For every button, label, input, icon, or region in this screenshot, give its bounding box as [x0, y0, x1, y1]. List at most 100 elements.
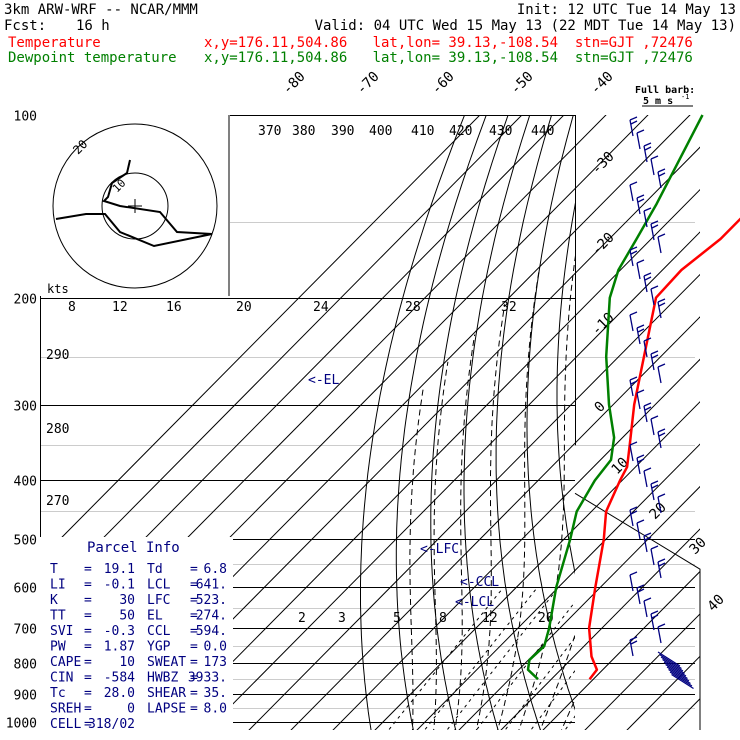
wind-barb	[636, 324, 645, 345]
parcel-value: 35.	[204, 686, 227, 701]
parcel-value: 1.87	[104, 640, 135, 655]
wind-barb	[629, 116, 638, 137]
mixing-ratio-label: 5	[393, 611, 401, 626]
isotherm-line	[668, 698, 700, 730]
dewpoint-legend: Dewpoint temperature	[8, 50, 177, 66]
parcel-key: LI	[50, 578, 66, 593]
moist-adiabat-line	[518, 255, 575, 730]
isotherm-line	[500, 528, 700, 730]
level-marker-ccl: <-CCL	[460, 575, 499, 590]
moist-adiabat-line	[454, 334, 476, 730]
dry-adiabat-line	[430, 115, 509, 730]
dry-adiabat-line	[586, 115, 670, 735]
wind-barb	[668, 668, 691, 685]
moist-adiabat-line	[560, 698, 575, 730]
parcel-value: 28.0	[104, 686, 135, 701]
dry-adiabat-label: 270	[46, 494, 69, 509]
moist-adiabat-line	[601, 115, 740, 735]
fcst-value: 16 h	[76, 18, 110, 34]
isotherm-line	[248, 273, 700, 730]
parcel-key: HWBZ	[147, 671, 178, 686]
speed-tick-label: 12	[112, 300, 128, 315]
theta-tick-label: 380	[292, 124, 315, 139]
pressure-tick-label: 900	[14, 689, 37, 704]
dry-adiabat-line	[495, 115, 553, 730]
parcel-eq: =	[190, 640, 198, 655]
kts-label: kts	[47, 282, 69, 296]
parcel-row: K = 30 LFC =523.	[50, 593, 227, 608]
parcel-eq: =	[190, 609, 198, 624]
isotherm-line	[164, 188, 700, 730]
wind-barb	[650, 545, 659, 566]
parcel-value: 274.	[196, 609, 227, 624]
pressure-tick-label: 1000	[6, 717, 37, 732]
parcel-eq: =	[84, 655, 92, 670]
dry-adiabat-line	[463, 115, 531, 730]
isotherm-tick-label: -20	[589, 230, 618, 259]
wind-barb	[669, 671, 693, 687]
parcel-key: K	[50, 593, 58, 608]
mixing-ratio-label: 12	[482, 611, 498, 626]
parcel-eq: =	[190, 671, 198, 686]
speed-tick-label: 24	[313, 300, 329, 315]
parcel-key: SHEAR	[147, 686, 186, 701]
hodograph-inset: 20 10 kts	[40, 115, 230, 296]
pressure-tick-label: 400	[14, 475, 37, 490]
parcel-eq: =	[190, 655, 198, 670]
parcel-row: CAPE = 10 SWEAT = 173	[50, 655, 227, 670]
dewpoint-profile	[526, 114, 704, 681]
dry-adiabat-line	[641, 115, 740, 735]
parcel-key: CIN	[50, 671, 73, 686]
dry-adiabat-line	[395, 115, 487, 730]
parcel-value: -0.1	[104, 578, 135, 593]
parcel-eq: =	[190, 702, 198, 717]
speed-tick-label: 28	[405, 300, 421, 315]
dewpoint-location: x,y=176.11,504.86 lat,lon= 39.13,-108.54…	[204, 50, 693, 66]
isotherm-line	[374, 401, 700, 730]
level-marker-lfc: <-LFC	[420, 542, 459, 557]
dry-adiabat-line	[668, 115, 740, 735]
parcel-key: CAPE	[50, 655, 81, 670]
parcel-key: Tc	[50, 686, 66, 701]
wind-barb	[636, 129, 645, 150]
wind-barb	[636, 519, 645, 540]
dry-adiabat-line	[556, 202, 575, 575]
parcel-value: 594.	[196, 624, 227, 639]
temperature-profile	[587, 217, 740, 680]
parcel-eq: =	[84, 593, 92, 608]
parcel-eq: =	[190, 562, 198, 577]
isotherm-tick-label: -70	[354, 69, 383, 98]
parcel-row: PW = 1.87 YGP = 0.0	[50, 640, 227, 655]
model-title: 3km ARW-WRF -- NCAR/MMM	[4, 2, 198, 18]
moist-adiabat-line	[497, 269, 540, 730]
barb-key-title: Full barb:	[635, 85, 695, 96]
parcel-key: CCL	[147, 624, 171, 639]
mixing-ratio-line	[504, 636, 575, 730]
wind-barb	[643, 467, 652, 488]
parcel-key: SVI	[50, 624, 73, 639]
temperature-legend: Temperature	[8, 35, 101, 51]
wind-barb	[657, 363, 666, 384]
wind-barb	[650, 610, 659, 631]
wind-barb	[657, 651, 681, 667]
temperature-location: x,y=176.11,504.86 lat,lon= 39.13,-108.54…	[204, 35, 693, 51]
hodograph-trace	[55, 159, 213, 248]
barb-key-exp: -1	[681, 93, 689, 101]
fcst-label: Fcst:	[4, 18, 47, 34]
wind-barb	[643, 337, 652, 358]
wind-barb	[659, 653, 682, 670]
parcel-eq: =	[84, 624, 92, 639]
pressure-tick-label: 100	[14, 110, 37, 125]
parcel-value: 173	[204, 655, 227, 670]
parcel-row: LI = -0.1 LCL =641.	[50, 578, 227, 593]
parcel-key: LAPSE	[147, 702, 186, 717]
wind-barb	[629, 506, 638, 527]
init-time: Init: 12 UTC Tue 14 May 13	[516, 2, 736, 18]
wind-barb	[663, 661, 687, 677]
parcel-key: LFC	[147, 593, 170, 608]
dry-adiabat-line	[614, 115, 712, 735]
hodograph-ring-outer	[52, 123, 218, 289]
pressure-tick-label: 200	[14, 293, 37, 308]
theta-tick-label: 400	[369, 124, 392, 139]
level-marker-el: <-EL	[308, 373, 339, 388]
